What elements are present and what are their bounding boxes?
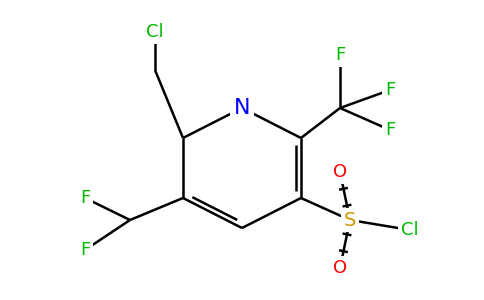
- Text: Cl: Cl: [146, 23, 164, 41]
- Text: F: F: [80, 189, 90, 207]
- Text: F: F: [385, 121, 395, 139]
- Text: F: F: [385, 81, 395, 99]
- Text: F: F: [335, 46, 345, 64]
- Text: O: O: [333, 259, 347, 277]
- Text: N: N: [234, 98, 250, 118]
- Text: Cl: Cl: [401, 221, 419, 239]
- Text: F: F: [80, 241, 90, 259]
- Text: O: O: [333, 163, 347, 181]
- Text: S: S: [344, 211, 356, 230]
